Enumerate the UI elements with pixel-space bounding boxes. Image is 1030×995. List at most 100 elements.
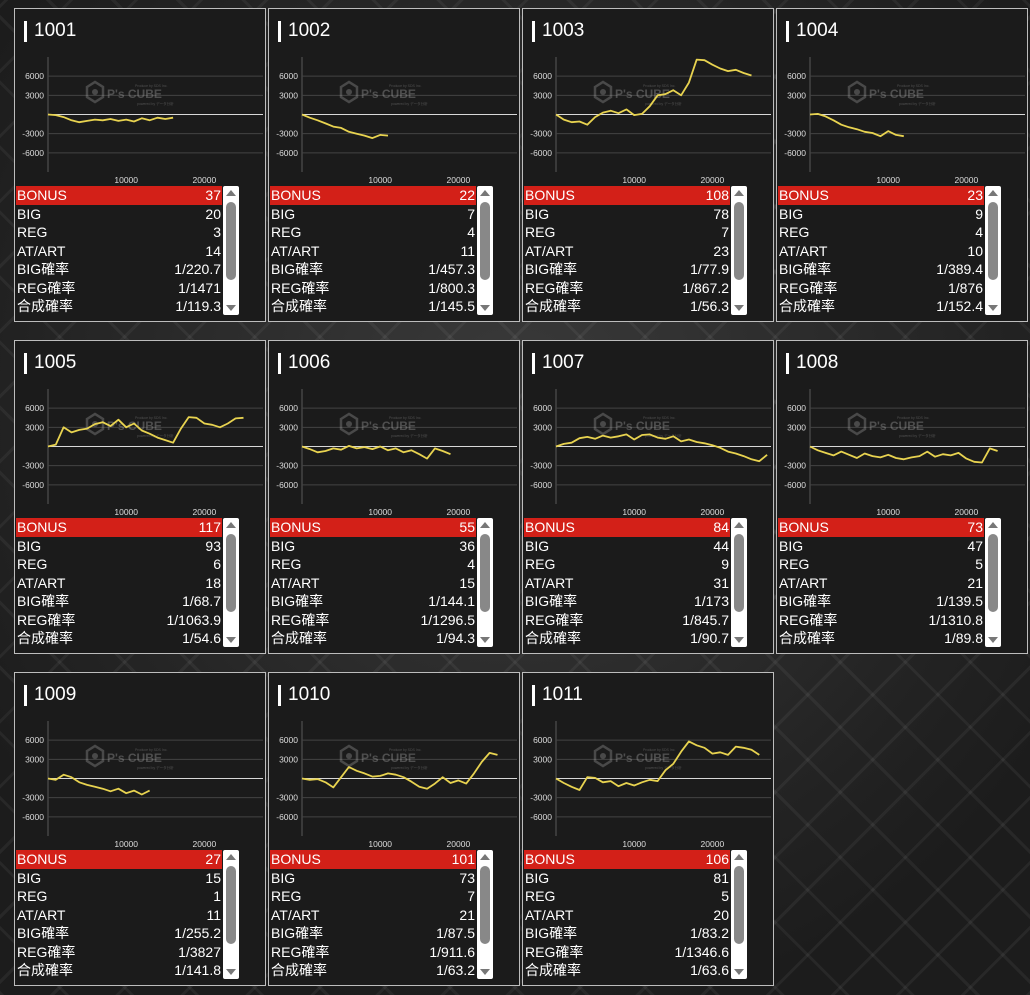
scroll-thumb[interactable] <box>734 534 744 612</box>
scroll-up-arrow-icon[interactable] <box>734 190 744 196</box>
watermark-tagline: Produce by SDS Inc. <box>643 416 676 420</box>
watermark-tagline: Produce by SDS Inc. <box>897 84 930 88</box>
stat-value: 4 <box>467 556 475 572</box>
scroll-thumb[interactable] <box>480 866 490 944</box>
stat-row-bonus: BONUS 108 <box>524 186 730 205</box>
stats-scrollbar[interactable] <box>223 186 239 315</box>
slump-graph: 6000 3000 -3000 -6000 10000 20000 P's CUBEProd… <box>784 57 1025 185</box>
y-tick-label: 6000 <box>279 735 298 745</box>
x-tick-label: 10000 <box>876 175 900 185</box>
scroll-down-arrow-icon[interactable] <box>226 969 236 975</box>
stats-scrollbar[interactable] <box>731 850 747 979</box>
scroll-down-arrow-icon[interactable] <box>226 305 236 311</box>
scroll-up-arrow-icon[interactable] <box>480 190 490 196</box>
scroll-down-arrow-icon[interactable] <box>226 637 236 643</box>
stat-row-bonus: BONUS 106 <box>524 850 730 869</box>
stat-row-at: AT/ART 10 <box>778 242 984 261</box>
stats-scrollbar[interactable] <box>477 850 493 979</box>
scroll-up-arrow-icon[interactable] <box>226 190 236 196</box>
scroll-up-arrow-icon[interactable] <box>226 854 236 860</box>
scroll-thumb[interactable] <box>226 534 236 612</box>
machine-card[interactable]: 1005 6000 3000 -3000 -6000 10000 20000 P's CUB… <box>14 340 266 654</box>
cube-logo-dot <box>854 421 860 427</box>
scroll-down-arrow-icon[interactable] <box>988 305 998 311</box>
machine-card[interactable]: 1004 6000 3000 -3000 -6000 10000 20000 P's CUB… <box>776 8 1028 322</box>
stats-scrollbar[interactable] <box>731 518 747 647</box>
x-tick-label: 20000 <box>701 175 725 185</box>
stats-scrollbar[interactable] <box>985 518 1001 647</box>
machine-card[interactable]: 1011 6000 3000 -3000 -6000 10000 20000 P's CUB… <box>522 672 774 986</box>
scroll-thumb[interactable] <box>226 202 236 280</box>
stat-value: 1/3827 <box>178 943 221 960</box>
scroll-up-arrow-icon[interactable] <box>734 854 744 860</box>
cube-logo-icon <box>593 412 613 436</box>
scroll-down-arrow-icon[interactable] <box>480 305 490 311</box>
stat-value: 1/63.6 <box>690 962 729 978</box>
stat-label: REG <box>271 556 302 572</box>
stat-value: 1/90.7 <box>690 630 729 646</box>
scroll-up-arrow-icon[interactable] <box>480 522 490 528</box>
y-tick-label: 6000 <box>279 403 298 413</box>
scroll-up-arrow-icon[interactable] <box>988 190 998 196</box>
y-tick-label: -3000 <box>276 793 298 803</box>
scroll-thumb[interactable] <box>734 866 744 944</box>
card-header: 1010 <box>278 684 330 706</box>
scroll-up-arrow-icon[interactable] <box>226 522 236 528</box>
machine-card[interactable]: 1009 6000 3000 -3000 -6000 10000 20000 P's CUB… <box>14 672 266 986</box>
y-tick-label: -3000 <box>22 793 44 803</box>
slump-graph: 6000 3000 -3000 -6000 10000 20000 P's CUBEProd… <box>22 721 263 849</box>
stats-list: BONUS 101 BIG 73 REG 7 AT/ART 21 BIG確率 1/87.5 REG確… <box>270 850 476 979</box>
stat-row-total_rate: 合成確率 1/119.3 <box>16 297 222 315</box>
scroll-thumb[interactable] <box>988 534 998 612</box>
card-header: 1002 <box>278 20 330 42</box>
machine-card[interactable]: 1007 6000 3000 -3000 -6000 10000 20000 P's CUB… <box>522 340 774 654</box>
stat-row-total_rate: 合成確率 1/152.4 <box>778 297 984 315</box>
scroll-thumb[interactable] <box>734 202 744 280</box>
stat-row-bonus: BONUS 117 <box>16 518 222 537</box>
stats-scrollbar[interactable] <box>223 850 239 979</box>
stat-label: BIG確率 <box>17 261 70 277</box>
y-tick-label: 3000 <box>25 90 44 100</box>
scroll-up-arrow-icon[interactable] <box>734 522 744 528</box>
card-header: 1006 <box>278 352 330 374</box>
stats-list: BONUS 23 BIG 9 REG 4 AT/ART 10 BIG確率 1/389.4 REG確率… <box>778 186 984 315</box>
machine-number: 1010 <box>288 684 331 705</box>
scroll-down-arrow-icon[interactable] <box>734 637 744 643</box>
stat-label: AT/ART <box>271 906 320 923</box>
scroll-thumb[interactable] <box>480 534 490 612</box>
y-tick-label: -6000 <box>276 812 298 822</box>
scroll-down-arrow-icon[interactable] <box>988 637 998 643</box>
machine-card[interactable]: 1008 6000 3000 -3000 -6000 10000 20000 P's CUB… <box>776 340 1028 654</box>
machine-number: 1009 <box>34 684 77 705</box>
stat-value: 20 <box>205 205 221 222</box>
scroll-thumb[interactable] <box>988 202 998 280</box>
stat-value: 20 <box>713 906 729 923</box>
machine-card[interactable]: 1002 6000 3000 -3000 -6000 10000 20000 P's CUB… <box>268 8 520 322</box>
stats-list: BONUS 108 BIG 78 REG 7 AT/ART 23 BIG確率 1/77.9 REG確… <box>524 186 730 315</box>
machine-card[interactable]: 1010 6000 3000 -3000 -6000 10000 20000 P's CUB… <box>268 672 520 986</box>
scroll-up-arrow-icon[interactable] <box>988 522 998 528</box>
stat-row-reg: REG 5 <box>524 887 730 906</box>
stats-list: BONUS 27 BIG 15 REG 1 AT/ART 11 BIG確率 1/255.2 REG確… <box>16 850 222 979</box>
stats-scrollbar[interactable] <box>731 186 747 315</box>
machine-card[interactable]: 1006 6000 3000 -3000 -6000 10000 20000 P's CUB… <box>268 340 520 654</box>
watermark-tagline: Produce by SDS Inc. <box>643 84 676 88</box>
stats-scrollbar[interactable] <box>477 518 493 647</box>
scroll-thumb[interactable] <box>480 202 490 280</box>
stats-scrollbar[interactable] <box>477 186 493 315</box>
scroll-down-arrow-icon[interactable] <box>734 969 744 975</box>
stats-scrollbar[interactable] <box>985 186 1001 315</box>
y-tick-label: 3000 <box>787 422 806 432</box>
scroll-down-arrow-icon[interactable] <box>480 969 490 975</box>
stats-scrollbar[interactable] <box>223 518 239 647</box>
scroll-down-arrow-icon[interactable] <box>480 637 490 643</box>
stat-label: BIG確率 <box>525 261 578 277</box>
stat-value: 1/68.7 <box>182 593 221 609</box>
scroll-down-arrow-icon[interactable] <box>734 305 744 311</box>
scroll-thumb[interactable] <box>226 866 236 944</box>
y-tick-label: -6000 <box>784 148 806 158</box>
scroll-up-arrow-icon[interactable] <box>480 854 490 860</box>
machine-card[interactable]: 1003 6000 3000 -3000 -6000 10000 20000 P's CUB… <box>522 8 774 322</box>
machine-card[interactable]: 1001 6000 3000 -3000 -6000 10000 20000 P's CUB… <box>14 8 266 322</box>
